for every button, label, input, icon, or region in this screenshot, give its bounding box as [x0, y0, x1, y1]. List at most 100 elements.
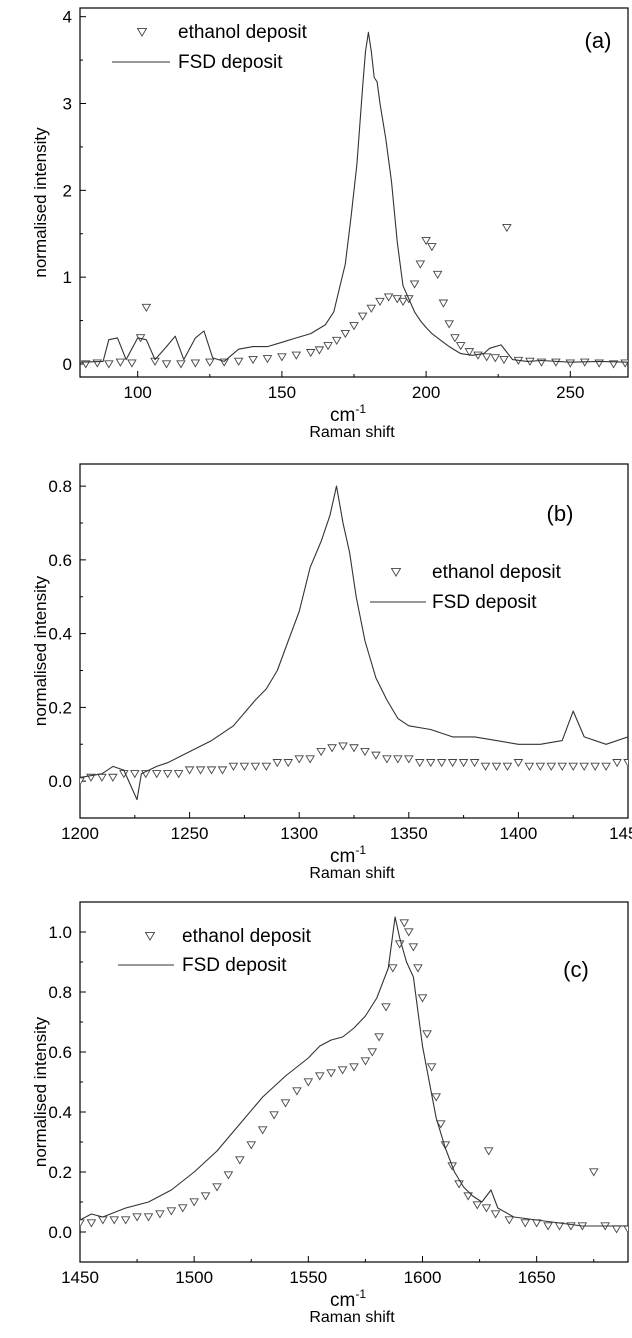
data-point-ethanol: [150, 357, 160, 366]
data-point-ethanol: [305, 755, 315, 764]
data-point-ethanol: [415, 260, 426, 269]
y-tick-label: 0.8: [48, 477, 72, 496]
data-point-ethanol: [120, 1216, 131, 1225]
y-axis-label: normalised intensity: [31, 575, 50, 726]
data-point-ethanol: [375, 297, 385, 306]
data-point-ethanol: [490, 1210, 501, 1219]
x-tick-label: 1500: [175, 1268, 213, 1287]
data-point-ethanol: [590, 762, 600, 771]
data-point-ethanol: [233, 357, 244, 366]
x-tick-label: 200: [412, 383, 440, 402]
y-tick-label: 0.6: [48, 1043, 72, 1062]
y-tick-label: 1: [63, 268, 72, 287]
data-point-ethanol: [611, 1225, 622, 1234]
x-axis-unit-base: cm: [330, 846, 355, 867]
y-tick-label: 0.4: [48, 1103, 72, 1122]
data-point-ethanol: [108, 773, 118, 782]
data-point-ethanol: [425, 759, 436, 768]
data-point-ethanol: [623, 759, 628, 768]
x-tick-label: 1250: [171, 824, 209, 843]
data-point-ethanol: [426, 1063, 437, 1072]
data-point-ethanol: [161, 360, 172, 369]
data-point-ethanol: [421, 237, 431, 246]
data-point-ethanol: [173, 770, 184, 779]
data-point-ethanol: [349, 322, 359, 331]
data-point-ethanol: [491, 762, 502, 771]
data-point-ethanol: [408, 943, 419, 952]
data-point-ethanol: [239, 762, 250, 771]
data-point-ethanol: [326, 1069, 336, 1078]
data-point-ethanol: [305, 349, 316, 358]
series-line-fsd: [80, 916, 628, 1227]
legend-marker-ethanol: [136, 27, 148, 37]
data-point-ethanol: [246, 1141, 257, 1150]
data-point-ethanol: [92, 359, 103, 368]
legend-marker-ethanol: [390, 567, 402, 577]
data-point-ethanol: [398, 297, 408, 306]
data-point-ethanol: [367, 1048, 378, 1057]
data-point-ethanol: [432, 270, 443, 280]
data-point-ethanol: [166, 1207, 177, 1216]
x-tick-label: 1550: [289, 1268, 327, 1287]
data-point-ethanol: [86, 1219, 97, 1228]
data-point-ethanol: [399, 919, 410, 928]
x-axis-label: Raman shift: [309, 865, 395, 882]
data-point-ethanol: [228, 762, 239, 771]
y-tick-label: 0.0: [48, 772, 72, 791]
legend-label-ethanol: ethanol deposit: [182, 926, 312, 947]
x-axis-unit-exp: -1: [355, 402, 366, 416]
data-point-ethanol: [314, 346, 325, 355]
data-point-ethanol: [404, 928, 414, 937]
data-point-ethanol: [414, 759, 425, 768]
data-point-ethanol: [447, 759, 458, 768]
data-point-ethanol: [184, 766, 195, 775]
data-point-ethanol: [458, 759, 469, 768]
data-point-ethanol: [546, 762, 557, 771]
data-point-ethanol: [291, 351, 302, 360]
data-point-ethanol: [388, 964, 398, 973]
data-point-ethanol: [366, 304, 377, 313]
data-point-ethanol: [393, 755, 403, 764]
x-tick-label: 1350: [390, 824, 428, 843]
data-point-ethanol: [98, 1216, 108, 1225]
data-point-ethanol: [404, 755, 414, 764]
data-point-ethanol: [568, 762, 578, 771]
x-tick-label: 150: [268, 383, 296, 402]
data-point-ethanol: [608, 360, 619, 369]
data-point-ethanol: [513, 759, 524, 768]
data-point-ethanol: [200, 1192, 211, 1201]
data-point-ethanol: [483, 1147, 494, 1156]
data-point-ethanol: [349, 1063, 359, 1072]
data-point-ethanol: [480, 762, 491, 771]
data-point-ethanol: [337, 1066, 348, 1075]
data-point-ethanol: [535, 762, 546, 771]
data-point-ethanol: [130, 770, 140, 779]
data-point-ethanol: [524, 762, 535, 771]
data-point-ethanol: [557, 762, 568, 771]
data-point-ethanol: [543, 1222, 553, 1231]
data-point-ethanol: [190, 359, 201, 368]
data-point-ethanol: [104, 360, 114, 369]
y-tick-label: 0.0: [48, 1223, 72, 1242]
data-point-ethanol: [262, 355, 273, 364]
data-point-ethanol: [272, 759, 283, 768]
data-point-ethanol: [431, 1093, 441, 1102]
data-point-ethanol: [151, 770, 162, 779]
data-point-ethanol: [327, 744, 337, 753]
data-point-ethanol: [248, 355, 258, 365]
data-point-ethanol: [463, 1192, 473, 1201]
plot-area: [80, 916, 628, 1234]
data-point-ethanol: [338, 742, 348, 751]
series-line-fsd: [80, 485, 628, 801]
data-point-ethanol: [205, 358, 215, 367]
y-axis-label: normalised intensity: [31, 1016, 50, 1167]
data-point-ethanol: [316, 747, 326, 757]
data-point-ethanol: [280, 1099, 291, 1108]
y-tick-label: 0: [63, 355, 72, 374]
panel-1: 1200 1250 1300 1350 1400 1450 0.0 0.2 0.4 0.6 0.8 c…: [31, 463, 632, 882]
data-point-ethanol: [162, 770, 173, 779]
data-point-ethanol: [455, 342, 466, 351]
data-point-ethanol: [277, 353, 287, 362]
